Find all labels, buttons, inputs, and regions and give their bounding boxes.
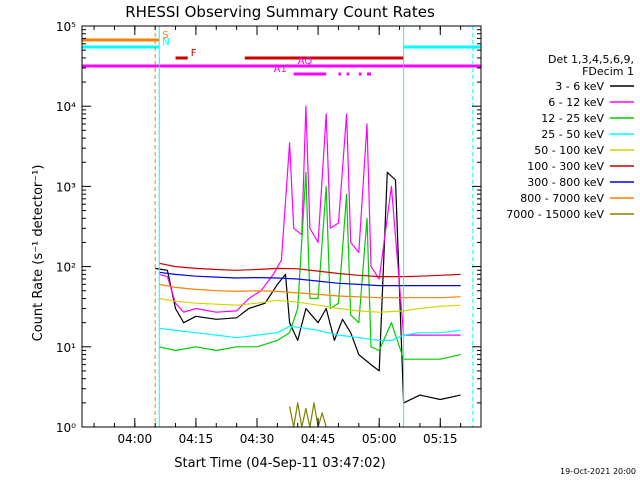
x-tick-label: 04:30 (240, 432, 275, 446)
legend: Det 1,3,4,5,6,9,FDecim 1 3 - 6 keV 6 - 12 … (506, 53, 634, 221)
legend-label: 800 - 7000 keV (520, 192, 604, 205)
x-tick-label: 04:15 (179, 432, 214, 446)
flag-label-n: N (162, 37, 169, 48)
x-tick-label: 05:00 (362, 432, 397, 446)
x-axis-label: Start Time (04-Sep-11 03:47:02) (174, 456, 385, 471)
legend-label: 7000 - 15000 keV (506, 208, 604, 221)
y-tick-label: 10² (56, 261, 76, 275)
x-tick-label: 05:15 (423, 432, 458, 446)
legend-label: 100 - 300 keV (527, 160, 604, 173)
legend-label: 300 - 800 keV (527, 176, 604, 189)
y-axis-label: Count Rate (s⁻¹ detector⁻¹) (31, 165, 46, 342)
series-line-5 (159, 297, 461, 313)
x-tick-label: 04:45 (301, 432, 336, 446)
series-line-1 (155, 171, 461, 404)
legend-label: 25 - 50 keV (541, 128, 604, 141)
legend-header: Det 1,3,4,5,6,9, (548, 53, 634, 66)
series-line-8 (159, 283, 461, 299)
series-line-2 (159, 105, 461, 336)
footer-timestamp: 19-Oct-2021 20:00 (560, 467, 636, 476)
series-line-9 (289, 402, 327, 428)
series-line-7 (159, 271, 461, 287)
y-tick-label: 10³ (56, 180, 76, 194)
legend-label: 50 - 100 keV (534, 144, 604, 157)
series-lines (155, 105, 461, 428)
legend-header: FDecim 1 (582, 65, 634, 78)
chart-title: RHESSI Observing Summary Count Rates (125, 3, 435, 21)
flag-label-f: F (191, 48, 197, 59)
flag-label-aq: AQ (298, 56, 313, 67)
plot-frame (81, 25, 482, 428)
flag-bars: SN F AQ A1 (82, 30, 481, 76)
flag-label-a1: A1 (274, 64, 287, 75)
y-tick-label: 10⁰ (56, 421, 76, 435)
legend-label: 12 - 25 keV (541, 112, 604, 125)
flag-label-s: S (162, 30, 168, 41)
legend-label: 3 - 6 keV (555, 80, 604, 93)
vertical-markers (154, 26, 474, 427)
y-tick-label: 10⁵ (56, 20, 76, 34)
series-line-6 (159, 262, 461, 278)
series-line-3 (159, 171, 461, 360)
x-tick-label: 04:00 (118, 432, 153, 446)
y-tick-label: 10¹ (56, 341, 76, 355)
axes: 10⁰ 10¹ 10² 10³ 10⁴ 10⁵ 04:00 04:15 04:30 04:45 05… (56, 20, 482, 446)
series-line-4 (159, 325, 461, 341)
legend-label: 6 - 12 keV (548, 96, 604, 109)
y-tick-label: 10⁴ (56, 100, 76, 114)
